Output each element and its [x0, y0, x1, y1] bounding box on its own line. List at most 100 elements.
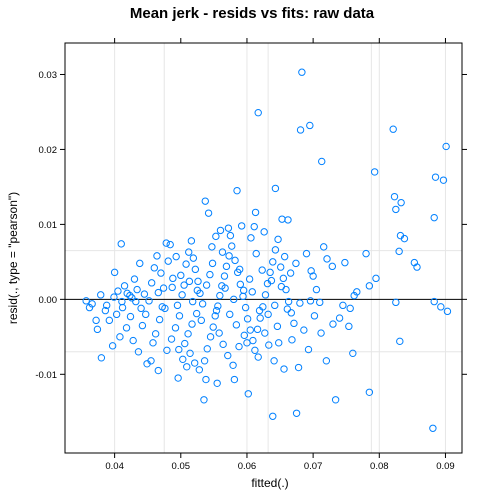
data-point [140, 290, 149, 298]
data-point [261, 291, 270, 299]
data-point [149, 339, 157, 347]
data-point [150, 264, 159, 272]
x-tick-label: 0.09 [436, 461, 455, 472]
data-point [437, 303, 445, 311]
data-point [162, 239, 170, 247]
data-point [235, 342, 243, 351]
data-point [329, 320, 337, 328]
data-point [397, 198, 405, 207]
y-tick-label: 0.02 [39, 145, 58, 156]
data-point [182, 260, 190, 268]
data-point [248, 288, 256, 296]
data-point [246, 326, 254, 334]
data-point [253, 325, 262, 334]
data-point [252, 249, 260, 258]
data-point [187, 237, 196, 245]
data-point [304, 345, 313, 354]
data-point [235, 265, 244, 274]
data-point [97, 291, 105, 299]
x-tick-label: 0.06 [238, 461, 257, 472]
data-point [153, 252, 161, 260]
data-point [306, 297, 315, 305]
data-point [273, 322, 282, 331]
data-point [243, 339, 251, 347]
data-point [221, 284, 229, 292]
data-point [230, 375, 239, 384]
data-point [322, 357, 331, 365]
data-point [258, 266, 266, 274]
data-point [151, 330, 160, 338]
data-point [349, 349, 357, 358]
data-point [164, 257, 172, 265]
data-point [256, 314, 264, 322]
data-point [229, 361, 237, 369]
data-point [122, 324, 131, 332]
data-point [112, 310, 121, 319]
data-point [163, 346, 171, 355]
data-point [389, 125, 397, 133]
data-point [212, 232, 220, 241]
y-tick-label: -0.01 [35, 370, 57, 381]
data-point [211, 312, 219, 320]
data-point [192, 309, 201, 318]
data-point [158, 303, 166, 311]
data-point [172, 252, 180, 261]
y-tick-label: 0.00 [39, 295, 58, 306]
data-point [254, 353, 262, 361]
data-point [287, 309, 295, 317]
data-point [145, 297, 153, 305]
data-point [296, 299, 304, 307]
data-point [186, 349, 194, 358]
data-point [240, 331, 249, 340]
data-point [101, 306, 110, 315]
data-point [277, 282, 286, 291]
data-point [226, 310, 234, 319]
data-point [209, 323, 217, 331]
data-point [143, 360, 151, 368]
data-point [439, 176, 448, 184]
data-point [222, 262, 231, 271]
data-point [218, 248, 227, 256]
data-point [155, 315, 164, 324]
data-point [232, 321, 241, 329]
data-point [317, 329, 325, 337]
data-point [282, 285, 290, 294]
data-point [118, 303, 127, 312]
data-point [128, 294, 136, 302]
data-point [214, 302, 222, 310]
data-point [174, 374, 182, 382]
data-point [175, 312, 184, 320]
data-point [264, 310, 272, 319]
chart-title: Mean jerk - resids vs fits: raw data [130, 5, 375, 22]
data-point [392, 205, 400, 214]
data-point [230, 295, 238, 304]
data-point [123, 289, 131, 298]
data-point [166, 240, 174, 249]
data-point [245, 275, 254, 283]
data-point [280, 365, 288, 373]
data-point [392, 298, 400, 307]
data-point [254, 109, 262, 117]
data-point [175, 345, 183, 354]
data-point [169, 274, 177, 283]
data-point [271, 246, 280, 254]
data-point [328, 262, 337, 271]
data-point [173, 301, 182, 310]
data-point [429, 424, 437, 432]
data-point [147, 279, 156, 287]
data-point [271, 301, 279, 310]
data-point [365, 388, 374, 396]
data-point [395, 247, 403, 256]
data-point [85, 303, 94, 312]
data-point [216, 226, 225, 235]
data-point [280, 252, 289, 261]
data-point [157, 269, 165, 277]
data-point [443, 307, 452, 316]
data-point [177, 271, 185, 280]
data-point [292, 259, 300, 268]
data-point [197, 316, 206, 325]
data-point [290, 319, 298, 328]
data-point [300, 326, 308, 334]
data-point [260, 228, 268, 236]
data-point [331, 396, 340, 404]
